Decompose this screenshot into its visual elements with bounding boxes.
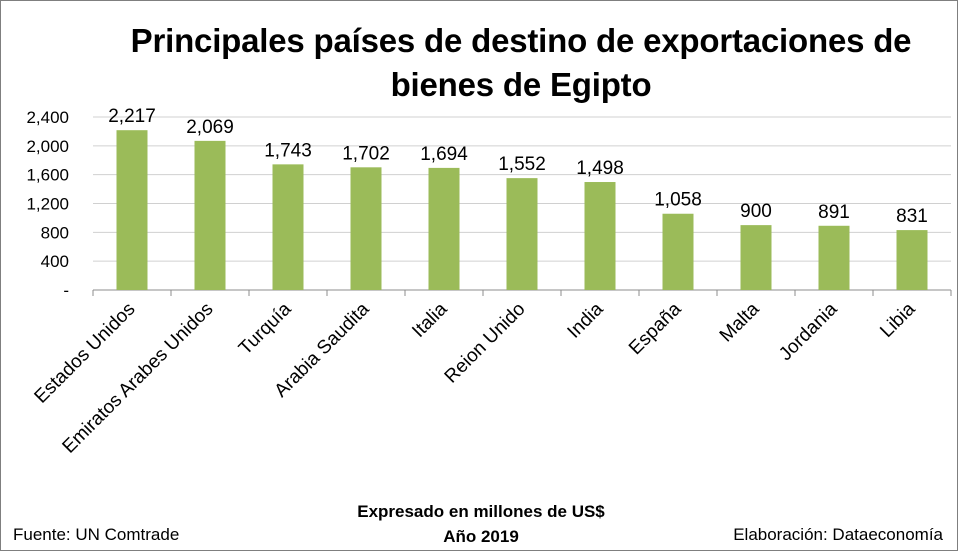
bar bbox=[662, 213, 694, 290]
data-label: 1,702 bbox=[342, 143, 390, 164]
data-label: 1,498 bbox=[576, 158, 624, 179]
data-label: 1,694 bbox=[420, 144, 468, 165]
data-label: 891 bbox=[818, 202, 850, 223]
category-label: Italia bbox=[408, 298, 452, 342]
y-tick-label: 2,400 bbox=[26, 108, 69, 127]
data-label: 831 bbox=[896, 206, 928, 227]
bar bbox=[116, 130, 148, 290]
data-label: 1,743 bbox=[264, 140, 312, 161]
bar bbox=[428, 167, 460, 290]
category-label: Jordania bbox=[775, 298, 842, 365]
credit-note: Elaboración: Dataeconomía bbox=[733, 525, 943, 544]
data-label: 2,217 bbox=[108, 106, 156, 127]
y-tick-label: 2,000 bbox=[26, 137, 69, 156]
bar bbox=[584, 182, 616, 290]
y-tick-label: - bbox=[63, 281, 69, 300]
bar bbox=[350, 167, 382, 290]
data-label: 1,058 bbox=[654, 190, 702, 211]
bar bbox=[272, 164, 304, 290]
category-label: España bbox=[625, 298, 686, 359]
y-tick-label: 1,200 bbox=[26, 195, 69, 214]
y-tick-label: 400 bbox=[41, 252, 69, 271]
y-tick-label: 1,600 bbox=[26, 166, 69, 185]
data-label: 900 bbox=[740, 201, 772, 222]
category-label: Malta bbox=[716, 298, 764, 346]
category-label: Emiratos Arabes Unidos bbox=[59, 299, 218, 458]
category-label: Turquía bbox=[235, 298, 296, 359]
source-note: Fuente: UN Comtrade bbox=[13, 525, 180, 544]
bar bbox=[506, 178, 538, 290]
data-label: 2,069 bbox=[186, 117, 234, 138]
footer-note: Expresado en millones de US$ Año 2019 bbox=[331, 499, 631, 549]
y-tick-label: 800 bbox=[41, 223, 69, 242]
chart-title: Principales países de destino de exporta… bbox=[130, 22, 912, 103]
bar bbox=[194, 140, 226, 290]
category-label: Reion Unido bbox=[441, 299, 530, 388]
category-label: India bbox=[564, 298, 608, 342]
category-label: Libia bbox=[876, 298, 920, 342]
bar bbox=[740, 225, 772, 290]
bar bbox=[818, 225, 850, 290]
unit-note: Expresado en millones de US$ bbox=[357, 502, 605, 521]
data-label: 1,552 bbox=[498, 154, 546, 175]
bar bbox=[896, 230, 928, 290]
year-note: Año 2019 bbox=[443, 527, 519, 546]
